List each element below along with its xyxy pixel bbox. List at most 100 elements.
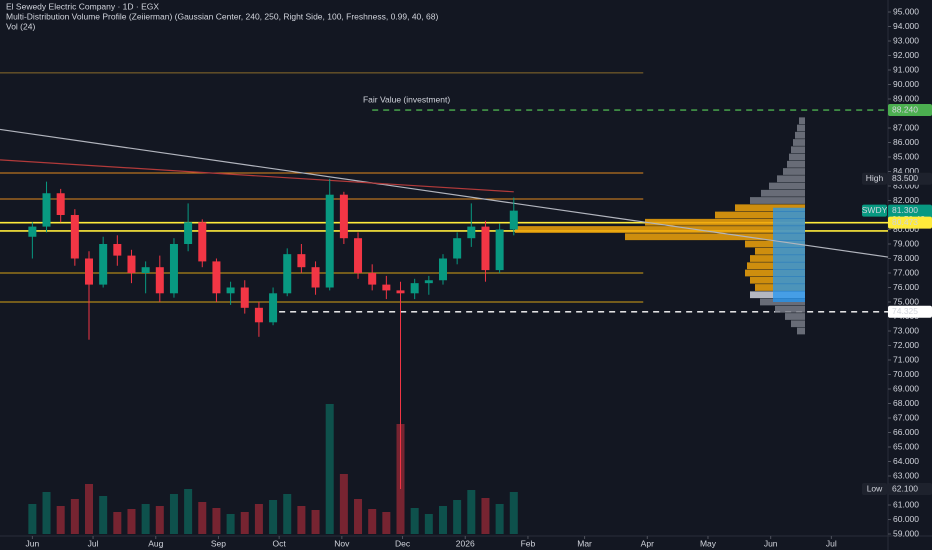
profile-bar xyxy=(515,226,805,233)
profile-bar xyxy=(797,124,805,132)
volume-bar xyxy=(155,506,164,534)
y-tick-label: 94.000 xyxy=(893,21,919,31)
price-badge xyxy=(888,172,932,185)
profile-bar xyxy=(789,153,805,161)
candle-body xyxy=(382,284,391,291)
volume-bar xyxy=(99,496,108,534)
volume-bar xyxy=(283,494,292,534)
y-tick-label: 95.000 xyxy=(893,6,919,16)
profile-bar xyxy=(799,117,805,125)
volume-bar xyxy=(424,514,433,534)
candle-body xyxy=(495,229,504,271)
candle-body xyxy=(169,244,178,294)
badge-name: SWDY xyxy=(862,205,888,215)
y-tick-label: 69.000 xyxy=(893,383,919,393)
candle-body xyxy=(467,226,476,239)
y-tick-label: 72.000 xyxy=(893,340,919,350)
profile-bar xyxy=(783,168,805,175)
y-tick-label: 67.000 xyxy=(893,412,919,422)
y-tick-label: 60.000 xyxy=(893,514,919,524)
profile-bar xyxy=(795,131,805,139)
candle-body xyxy=(325,194,334,288)
volume-bar xyxy=(70,499,79,534)
volume-bar xyxy=(169,494,178,534)
y-tick-label: 66.000 xyxy=(893,427,919,437)
price-badge-label: 88.240 xyxy=(892,104,918,114)
candle-body xyxy=(113,244,122,256)
y-tick-label: 73.000 xyxy=(893,325,919,335)
price-badge xyxy=(888,483,932,496)
y-tick-label: 92.000 xyxy=(893,50,919,60)
volume-bar xyxy=(141,504,150,534)
x-tick-label: Mar xyxy=(577,538,592,548)
volume-bar xyxy=(297,506,306,534)
value-area xyxy=(773,207,805,302)
chart-title: El Sewedy Electric Company · 1D · EGX xyxy=(6,1,159,11)
x-tick-label: Feb xyxy=(521,538,536,548)
candle-body xyxy=(368,273,377,285)
profile-bar xyxy=(797,327,805,335)
volume-bar xyxy=(410,508,419,534)
candle-body xyxy=(481,226,490,271)
candle-body xyxy=(42,193,51,227)
volume-bar xyxy=(28,504,37,534)
y-tick-label: 93.000 xyxy=(893,35,919,45)
profile-bar xyxy=(750,197,805,204)
candle-body xyxy=(396,290,405,294)
volume-bar xyxy=(438,506,447,534)
y-tick-label: 90.000 xyxy=(893,79,919,89)
profile-bar xyxy=(715,211,805,219)
candle-body xyxy=(141,267,150,273)
volume-bar xyxy=(56,506,65,534)
candle-body xyxy=(283,254,292,294)
x-tick-label: Jun xyxy=(764,538,778,548)
price-badge-label: 74.325 xyxy=(892,306,918,316)
x-tick-label: Jun xyxy=(26,538,40,548)
volume-label: Vol (24) xyxy=(6,21,35,31)
candle-body xyxy=(311,267,320,288)
candle-body xyxy=(453,238,462,259)
price-badge-label: 62.100 xyxy=(892,483,918,493)
x-tick-label: Aug xyxy=(148,538,163,548)
candle-body xyxy=(184,222,193,244)
candle-body xyxy=(99,244,108,285)
x-tick-label: Nov xyxy=(334,538,350,548)
y-tick-label: 84.000 xyxy=(893,166,919,176)
profile-bar xyxy=(787,160,805,168)
annotation: Fair Value (investment) xyxy=(363,95,450,105)
y-tick-label: 68.000 xyxy=(893,398,919,408)
price-badge xyxy=(888,305,932,318)
profile-bar xyxy=(735,204,805,212)
candle-body xyxy=(438,258,447,281)
y-tick-label: 86.000 xyxy=(893,137,919,147)
profile-bar xyxy=(791,146,805,154)
y-tick-label: 64.000 xyxy=(893,456,919,466)
volume-bar xyxy=(509,492,518,534)
candle-body xyxy=(354,238,363,273)
candle-body xyxy=(198,222,207,262)
profile-bar xyxy=(785,313,805,320)
volume-bar xyxy=(240,512,249,534)
badge-tag xyxy=(862,172,887,185)
candle-body xyxy=(410,283,419,294)
y-tick-label: 89.000 xyxy=(893,93,919,103)
candle-body xyxy=(269,293,278,323)
candle-body xyxy=(254,307,263,323)
volume-bar xyxy=(113,512,122,534)
candle-body xyxy=(85,258,94,285)
y-tick-label: 91.000 xyxy=(893,64,919,74)
x-tick-label: Dec xyxy=(395,538,411,548)
candle-body xyxy=(240,287,249,308)
volume-bar xyxy=(226,514,235,534)
volume-bar xyxy=(311,510,320,534)
y-tick-label: 78.000 xyxy=(893,253,919,263)
badge-tag xyxy=(862,204,887,217)
profile-bar xyxy=(791,320,805,328)
price-badge xyxy=(888,216,932,229)
volume-bar xyxy=(453,500,462,534)
profile-bar xyxy=(777,175,805,183)
y-tick-label: 65.000 xyxy=(893,441,919,451)
volume-bar xyxy=(368,509,377,534)
volume-bar xyxy=(495,504,504,534)
